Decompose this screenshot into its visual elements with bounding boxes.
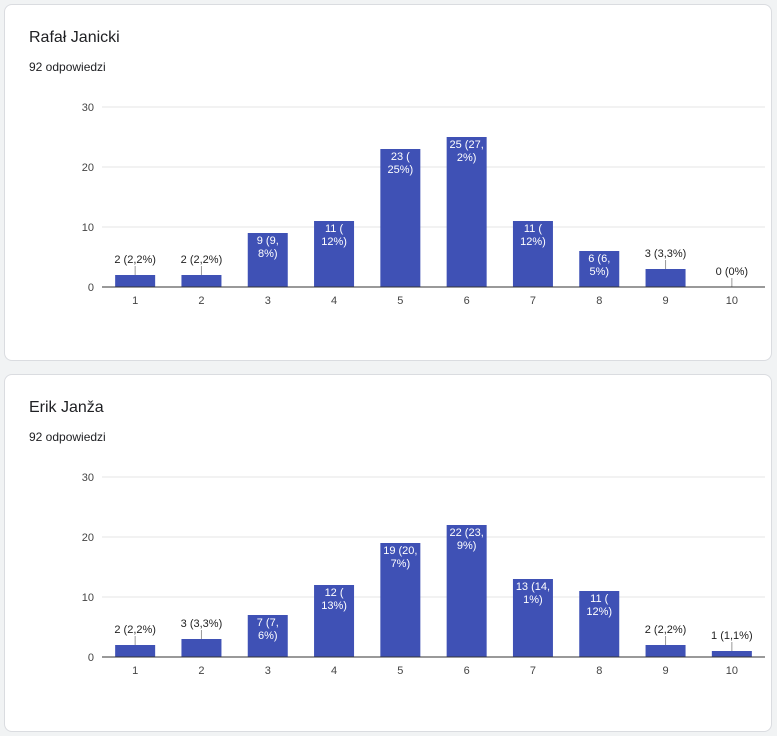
bar	[314, 221, 355, 287]
data-label: 13%)	[321, 600, 347, 612]
y-tick-label: 0	[88, 282, 94, 294]
x-tick-label: 6	[464, 295, 470, 307]
x-tick-label: 3	[265, 295, 271, 307]
bar	[579, 251, 620, 287]
card-title: Rafał Janicki	[29, 29, 120, 46]
x-tick-label: 1	[132, 295, 138, 307]
bar	[380, 149, 421, 287]
data-label: 8%)	[258, 248, 278, 260]
data-label: 1 (1,1%)	[711, 630, 753, 642]
y-tick-label: 30	[82, 472, 94, 484]
data-label: 3 (3,3%)	[645, 248, 687, 260]
data-label: 5%)	[589, 266, 609, 278]
data-label: 7 (7,	[257, 617, 279, 629]
response-count: 92 odpowiedzi	[29, 430, 106, 444]
y-tick-label: 0	[88, 652, 94, 664]
data-label: 25%)	[388, 164, 414, 176]
data-label: 12%)	[321, 236, 347, 248]
data-label: 2%)	[457, 152, 477, 164]
x-tick-label: 7	[530, 665, 536, 677]
data-label: 23 (	[391, 151, 410, 163]
x-tick-label: 3	[265, 665, 271, 677]
x-tick-label: 1	[132, 665, 138, 677]
x-tick-label: 6	[464, 665, 470, 677]
x-tick-label: 5	[397, 295, 403, 307]
data-label: 2 (2,2%)	[645, 624, 687, 636]
y-tick-label: 20	[82, 532, 94, 544]
y-tick-label: 30	[82, 102, 94, 114]
bar	[115, 275, 156, 287]
bar	[512, 579, 553, 657]
bar	[645, 645, 686, 657]
y-tick-label: 10	[82, 222, 94, 234]
x-tick-label: 10	[726, 295, 738, 307]
data-label: 19 (20,	[383, 545, 417, 557]
data-label: 12 (	[325, 587, 344, 599]
data-label: 2 (2,2%)	[114, 254, 156, 266]
bar	[247, 615, 288, 657]
data-label: 1%)	[523, 594, 543, 606]
x-tick-label: 4	[331, 295, 337, 307]
bar	[446, 137, 487, 287]
bar	[181, 639, 222, 657]
data-label: 2 (2,2%)	[181, 254, 223, 266]
x-tick-label: 7	[530, 295, 536, 307]
bar	[446, 525, 487, 657]
data-label: 7%)	[391, 558, 411, 570]
x-tick-label: 8	[596, 665, 602, 677]
data-label: 6%)	[258, 630, 278, 642]
response-count: 92 odpowiedzi	[29, 60, 106, 74]
x-tick-label: 10	[726, 665, 738, 677]
data-label: 11 (	[524, 223, 542, 235]
data-label: 13 (14,	[516, 581, 550, 593]
data-label: 11 (	[325, 223, 343, 235]
bar	[512, 221, 553, 287]
x-tick-label: 2	[198, 665, 204, 677]
bar	[645, 269, 686, 287]
bar	[181, 275, 222, 287]
data-label: 9 (9,	[257, 235, 279, 247]
bar	[115, 645, 156, 657]
x-tick-label: 9	[662, 295, 668, 307]
x-tick-label: 8	[596, 295, 602, 307]
bar	[314, 585, 355, 657]
y-tick-label: 20	[82, 162, 94, 174]
data-label: 0 (0%)	[716, 266, 748, 278]
bar	[711, 651, 752, 657]
bar	[247, 233, 288, 287]
bar	[380, 543, 421, 657]
data-label: 9%)	[457, 540, 477, 552]
x-tick-label: 4	[331, 665, 337, 677]
y-tick-label: 10	[82, 592, 94, 604]
x-tick-label: 9	[662, 665, 668, 677]
card-title: Erik Janža	[29, 399, 104, 416]
data-label: 11 (	[590, 593, 608, 605]
x-tick-label: 2	[198, 295, 204, 307]
data-label: 25 (27,	[450, 139, 484, 151]
data-label: 6 (6,	[588, 253, 610, 265]
bar	[579, 591, 620, 657]
data-label: 12%)	[520, 236, 546, 248]
data-label: 12%)	[586, 606, 612, 618]
data-label: 22 (23,	[450, 527, 484, 539]
chart-card: Rafał Janicki 92 odpowiedzi 0 10 20 30 2 (2,…	[4, 4, 772, 361]
data-label: 3 (3,3%)	[181, 618, 223, 630]
chart-card: Erik Janža 92 odpowiedzi 0 10 20 30 2 (2,2%)…	[4, 374, 772, 732]
x-tick-label: 5	[397, 665, 403, 677]
data-label: 2 (2,2%)	[114, 624, 156, 636]
